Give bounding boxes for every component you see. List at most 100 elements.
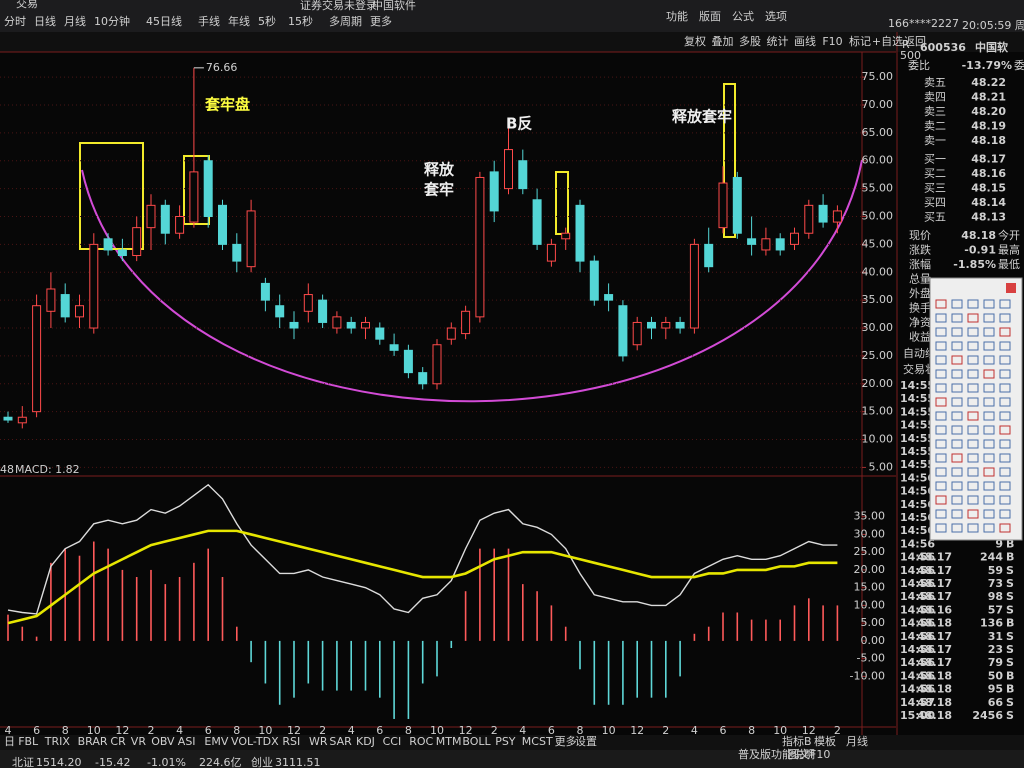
palette-tool[interactable] — [935, 341, 947, 351]
indicator-tab[interactable]: RSI — [282, 735, 300, 748]
palette-tool[interactable] — [999, 397, 1011, 407]
palette-tool[interactable] — [935, 411, 947, 421]
palette-tool[interactable] — [967, 355, 979, 365]
palette-tool[interactable] — [999, 299, 1011, 309]
palette-tool[interactable] — [983, 495, 995, 505]
palette-tool[interactable] — [967, 411, 979, 421]
toolbar-button[interactable]: 叠加 — [712, 35, 734, 48]
palette-tool[interactable] — [999, 523, 1011, 533]
palette-tool[interactable] — [951, 453, 963, 463]
palette-tool[interactable] — [935, 509, 947, 519]
indicator-tab[interactable]: EMV — [204, 735, 228, 748]
palette-tool[interactable] — [935, 327, 947, 337]
palette-tool[interactable] — [951, 439, 963, 449]
palette-tool[interactable] — [967, 313, 979, 323]
toolbar-button[interactable]: 画线 — [794, 34, 816, 48]
panel-tab[interactable]: 月线 — [846, 734, 868, 748]
palette-tool[interactable] — [951, 467, 963, 477]
indicator-tab[interactable]: BOLL — [462, 735, 491, 748]
indicator-tab[interactable]: PSY — [495, 735, 516, 748]
palette-tool[interactable] — [999, 369, 1011, 379]
palette-tool[interactable] — [983, 425, 995, 435]
indicator-tab[interactable]: SAR — [329, 735, 352, 748]
palette-tool[interactable] — [951, 411, 963, 421]
menu-item[interactable]: 功能 — [666, 9, 688, 23]
panel-tab[interactable]: 模板 — [814, 734, 836, 748]
palette-tool[interactable] — [967, 383, 979, 393]
indicator-tab[interactable]: ASI — [178, 735, 196, 748]
palette-tool[interactable] — [951, 425, 963, 435]
palette-tool[interactable] — [935, 439, 947, 449]
palette-tool[interactable] — [999, 509, 1011, 519]
palette-tool[interactable] — [967, 481, 979, 491]
palette-tool[interactable] — [967, 495, 979, 505]
palette-tool[interactable] — [983, 355, 995, 365]
palette-tool[interactable] — [935, 523, 947, 533]
drawing-palette[interactable] — [929, 277, 1023, 541]
palette-tool[interactable] — [999, 467, 1011, 477]
palette-tool[interactable] — [967, 425, 979, 435]
palette-tool[interactable] — [999, 439, 1011, 449]
palette-tool[interactable] — [967, 439, 979, 449]
palette-tool[interactable] — [999, 383, 1011, 393]
palette-tool[interactable] — [999, 411, 1011, 421]
palette-tool[interactable] — [983, 467, 995, 477]
palette-tool[interactable] — [999, 495, 1011, 505]
palette-tool[interactable] — [951, 369, 963, 379]
palette-tool[interactable] — [999, 425, 1011, 435]
palette-tool[interactable] — [951, 481, 963, 491]
indicator-tab[interactable]: VOL-TDX — [231, 735, 279, 748]
indicator-tab[interactable]: ROC — [409, 735, 433, 748]
palette-tool[interactable] — [983, 411, 995, 421]
palette-tool[interactable] — [967, 523, 979, 533]
period-tab[interactable]: 10分钟 — [94, 14, 130, 28]
menu-item[interactable]: 选项 — [765, 10, 787, 23]
period-tab[interactable]: 15秒 — [288, 14, 313, 28]
indicator-tab[interactable]: 更多 — [555, 734, 577, 748]
palette-tool[interactable] — [935, 397, 947, 407]
palette-tool[interactable] — [935, 369, 947, 379]
palette-tool[interactable] — [935, 425, 947, 435]
palette-tool[interactable] — [983, 439, 995, 449]
period-tab[interactable]: 分时 — [4, 15, 26, 28]
palette-tool[interactable] — [951, 355, 963, 365]
palette-tool[interactable] — [935, 467, 947, 477]
palette-tool[interactable] — [967, 327, 979, 337]
indicator-tab[interactable]: BRAR — [78, 735, 108, 748]
toolbar-button[interactable]: 统计 — [767, 35, 789, 48]
palette-tool[interactable] — [983, 369, 995, 379]
indicator-tab[interactable]: TRIX — [44, 735, 71, 748]
indicator-tab[interactable]: CR — [110, 735, 126, 748]
period-tab[interactable]: 手线 — [198, 14, 220, 28]
palette-tool[interactable] — [967, 467, 979, 477]
indicator-tab[interactable]: WR — [309, 735, 328, 748]
palette-tool[interactable] — [967, 509, 979, 519]
indicator-tab[interactable]: 日 — [4, 735, 15, 748]
indicator-tab[interactable]: MTM — [436, 735, 462, 748]
palette-tool[interactable] — [983, 453, 995, 463]
palette-tool[interactable] — [951, 397, 963, 407]
palette-tool[interactable] — [983, 481, 995, 491]
toolbar-button[interactable]: F10 — [822, 35, 842, 48]
palette-tool[interactable] — [935, 453, 947, 463]
period-tab[interactable]: 年线 — [228, 14, 250, 28]
toolbar-button[interactable]: 复权 — [684, 34, 706, 48]
palette-tool[interactable] — [967, 369, 979, 379]
palette-tool[interactable] — [983, 397, 995, 407]
palette-tool[interactable] — [983, 383, 995, 393]
indicator-tab[interactable]: KDJ — [356, 735, 375, 748]
palette-tool[interactable] — [999, 481, 1011, 491]
palette-tool[interactable] — [983, 327, 995, 337]
palette-tool[interactable] — [935, 313, 947, 323]
menu-item[interactable]: 公式 — [732, 10, 754, 23]
palette-tool[interactable] — [999, 341, 1011, 351]
palette-tool[interactable] — [967, 341, 979, 351]
indicator-tab[interactable]: 设置 — [575, 735, 597, 748]
palette-tool[interactable] — [967, 299, 979, 309]
palette-tool[interactable] — [999, 327, 1011, 337]
period-tab[interactable]: 更多 — [370, 14, 392, 28]
indicator-tab[interactable]: FBL — [18, 735, 39, 748]
toolbar-button[interactable]: 多股 — [739, 34, 761, 48]
palette-tool[interactable] — [999, 313, 1011, 323]
palette-tool[interactable] — [951, 313, 963, 323]
